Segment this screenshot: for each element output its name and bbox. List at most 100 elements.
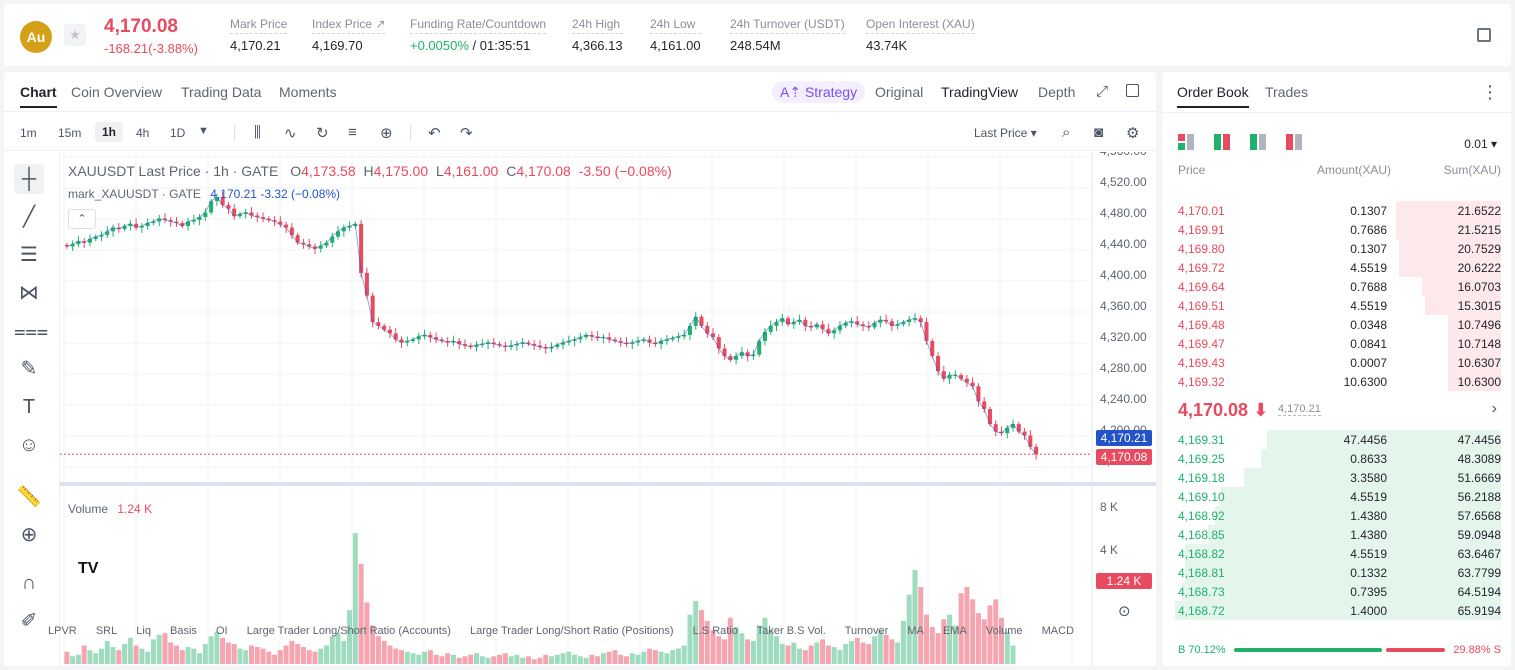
replay-icon[interactable]: ↻ (316, 125, 329, 142)
timeframe-4h[interactable]: 4h (136, 126, 150, 140)
volume-bar (214, 631, 220, 664)
order-book-row[interactable]: 4,168.82 4.5519 63.6467 (1162, 544, 1511, 563)
zoom-in-icon[interactable]: ⊕ (20, 524, 38, 546)
order-book-row[interactable]: 4,168.92 1.4380 57.6568 (1162, 506, 1511, 525)
order-book-row[interactable]: 4,169.91 0.7686 21.5215 (1162, 220, 1511, 239)
order-book-row[interactable]: 4,170.01 0.1307 21.6522 (1162, 201, 1511, 220)
book-icon[interactable] (1477, 28, 1491, 42)
indicator-taker-vol[interactable]: Taker B.S Vol. (756, 625, 826, 637)
layout-side-icon[interactable] (1214, 134, 1230, 150)
favorite-star-icon[interactable]: ★ (64, 24, 86, 46)
tab-trades[interactable]: Trades (1265, 84, 1309, 100)
template-icon[interactable]: ≡ (348, 124, 357, 141)
collapse-legend-button[interactable]: ⌃ (68, 209, 96, 229)
pattern-icon[interactable]: ⋈ (19, 282, 39, 304)
indicator-oi[interactable]: OI (216, 625, 228, 637)
indicator-lpvr[interactable]: LPVR (48, 625, 77, 637)
undo-icon[interactable]: ↶ (428, 125, 441, 142)
timeframe-1h[interactable]: 1h (95, 122, 124, 142)
layout-both-icon[interactable] (1178, 134, 1194, 150)
tab-trading-data[interactable]: Trading Data (181, 84, 262, 100)
price-chart[interactable]: 4,560.00 4,520.00 4,480.00 4,440.00 4,400.00… (4, 152, 1156, 666)
text-tool-icon[interactable]: T (22, 396, 36, 418)
chart-settings-icon[interactable]: ⊙ (1118, 603, 1131, 620)
indicator-liq[interactable]: Liq (136, 625, 151, 637)
volume-bar (352, 533, 358, 664)
search-icon[interactable]: ⌕ (1062, 124, 1071, 141)
tab-coin-overview[interactable]: Coin Overview (71, 84, 163, 100)
brush-icon[interactable]: ✎ (20, 358, 38, 380)
timeframe-1m[interactable]: 1m (20, 126, 37, 140)
order-book-row[interactable]: 4,169.80 0.1307 20.7529 (1162, 239, 1511, 258)
indicator-srl[interactable]: SRL (95, 625, 118, 637)
order-book-row[interactable]: 4,169.25 0.8633 48.3089 (1162, 449, 1511, 468)
order-book-row[interactable]: 4,169.18 3.3580 51.6669 (1162, 468, 1511, 487)
ruler-icon[interactable]: 📏 (16, 486, 42, 508)
chevron-right-icon[interactable]: › (1491, 400, 1497, 417)
order-book-row[interactable]: 4,169.72 4.5519 20.6222 (1162, 258, 1511, 277)
add-indicator-icon[interactable]: ⊕ (380, 125, 393, 142)
order-book-row[interactable]: 4,169.10 4.5519 56.2188 (1162, 487, 1511, 506)
stat-value: 4,161.00 (650, 38, 701, 53)
order-book-row[interactable]: 4,169.47 0.0841 10.7148 (1162, 334, 1511, 353)
indicator-basis[interactable]: Basis (170, 625, 197, 637)
candle-body (237, 213, 242, 217)
precision-select[interactable]: 0.01 ▾ (1464, 137, 1497, 151)
order-book-row[interactable]: 4,169.43 0.0007 10.6307 (1162, 353, 1511, 372)
order-book-row[interactable]: 4,169.51 4.5519 15.3015 (1162, 296, 1511, 315)
timeframe-15m[interactable]: 15m (58, 126, 82, 140)
more-options-icon[interactable]: ⋮ (1481, 82, 1499, 102)
order-book-row[interactable]: 4,168.85 1.4380 59.0948 (1162, 525, 1511, 544)
volume-bar (606, 651, 612, 664)
order-book-row[interactable]: 4,168.73 0.7395 64.5194 (1162, 582, 1511, 601)
indicator-ma[interactable]: MA (907, 625, 924, 637)
crosshair-icon[interactable]: ┼ (14, 164, 44, 194)
indicator-ema[interactable]: EMA (942, 625, 967, 637)
price-type-select[interactable]: Last Price ▾ (974, 126, 1037, 140)
order-book-row[interactable]: 4,169.48 0.0348 10.7496 (1162, 315, 1511, 334)
stat-index-price[interactable]: Index Price ↗ 4,169.70 (312, 17, 386, 53)
timeframe-1d[interactable]: 1D (170, 126, 186, 140)
tab-order-book[interactable]: Order Book (1177, 84, 1249, 108)
trend-line-icon[interactable]: ╱ (22, 206, 36, 228)
order-book-row[interactable]: 4,169.31 47.4456 47.4456 (1162, 430, 1511, 449)
camera-icon[interactable]: ◙ (1094, 124, 1104, 141)
drawing-toolbar: ┼ ╱ ☰ ⋈ ⩶ ✎ T ☺ 📏 ⊕ ∩ ✐ (4, 152, 60, 666)
strategy-button[interactable]: A⇡ Strategy (772, 81, 866, 103)
timeframe-dropdown-icon[interactable]: ▼ (198, 125, 209, 137)
candle-body (486, 342, 491, 344)
expand-icon[interactable]: ⤢ (1095, 83, 1108, 100)
horizontal-lines-icon[interactable]: ☰ (20, 244, 38, 266)
order-book-row[interactable]: 4,169.32 10.6300 10.6300 (1162, 372, 1511, 391)
layout-asks-icon[interactable] (1286, 134, 1302, 150)
layout-bids-icon[interactable] (1250, 134, 1266, 150)
order-book-row[interactable]: 4,169.64 0.7688 16.0703 (1162, 277, 1511, 296)
row-sum: 64.5194 (1457, 585, 1501, 599)
indicator-turnover[interactable]: Turnover (844, 625, 889, 637)
indicator-macd[interactable]: MACD (1041, 625, 1075, 637)
indicator-volume[interactable]: Volume (985, 625, 1023, 637)
lock-draw-icon[interactable]: ✐ (20, 610, 38, 632)
fib-icon[interactable]: ⩶ (14, 320, 49, 342)
volume-bar (99, 648, 104, 664)
divider (410, 125, 411, 141)
tab-chart[interactable]: Chart (20, 84, 57, 108)
order-book-row[interactable]: 4,168.72 1.4000 65.9194 (1162, 601, 1511, 620)
indicator-lt-accounts[interactable]: Large Trader Long/Short Ratio (Accounts) (246, 625, 451, 637)
emoji-icon[interactable]: ☺ (18, 434, 40, 456)
settings-gear-icon[interactable]: ⚙ (1126, 125, 1140, 142)
window-icon[interactable] (1126, 84, 1139, 97)
order-book-row[interactable]: 4,168.81 0.1332 63.7799 (1162, 563, 1511, 582)
tab-moments[interactable]: Moments (279, 84, 337, 100)
legend-high: 4,175.00 (373, 163, 429, 179)
view-original[interactable]: Original (875, 84, 924, 100)
indicator-ls-ratio[interactable]: L.S Ratio (692, 625, 738, 637)
magnet-icon[interactable]: ∩ (21, 572, 37, 594)
view-depth[interactable]: Depth (1038, 84, 1076, 100)
indicator-lt-positions[interactable]: Large Trader Long/Short Ratio (Positions… (469, 625, 674, 637)
redo-icon[interactable]: ↷ (460, 125, 473, 142)
view-tradingview[interactable]: TradingView (941, 84, 1019, 100)
indicators-icon[interactable]: ∿ (284, 125, 297, 142)
candle-type-icon[interactable]: ⫼ (254, 124, 261, 141)
candle-body (284, 224, 289, 228)
